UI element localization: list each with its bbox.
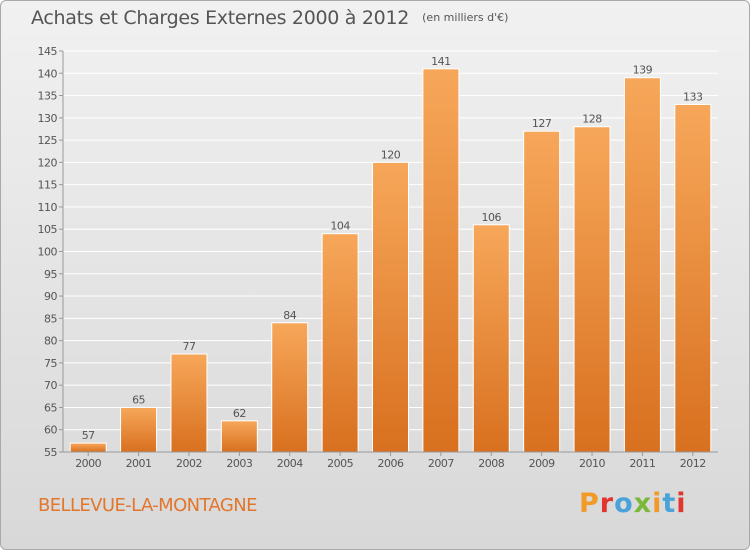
y-tick-label: 75 xyxy=(44,357,57,370)
bar xyxy=(120,406,158,453)
bar xyxy=(69,442,107,453)
x-tick-label: 2007 xyxy=(428,457,454,470)
x-tick-label: 2005 xyxy=(327,457,353,470)
bar xyxy=(523,130,561,453)
title-row: Achats et Charges Externes 2000 à 2012 (… xyxy=(31,7,508,29)
bar xyxy=(472,224,510,453)
x-tick-label: 2000 xyxy=(75,457,101,470)
logo-letter: P xyxy=(579,488,600,519)
x-tick-label: 2012 xyxy=(680,457,706,470)
bar xyxy=(674,103,712,453)
bar-value-label: 65 xyxy=(132,393,145,406)
logo-letter: x xyxy=(633,488,653,519)
y-tick-label: 85 xyxy=(44,312,57,325)
y-tick-label: 140 xyxy=(38,67,58,80)
bar xyxy=(271,322,309,453)
commune-name: BELLEVUE-LA-MONTAGNE xyxy=(38,495,258,516)
x-tick-label: 2004 xyxy=(277,457,303,470)
x-tick-label: 2010 xyxy=(579,457,605,470)
chart-title: Achats et Charges Externes 2000 à 2012 xyxy=(31,7,410,29)
proxiti-logo[interactable]: Proxiti xyxy=(579,488,687,519)
chart-unit: (en milliers d'€) xyxy=(422,11,509,24)
y-tick-label: 60 xyxy=(44,424,57,437)
y-tick-label: 110 xyxy=(38,201,58,214)
bar-value-label: 127 xyxy=(532,117,552,130)
bar-value-label: 141 xyxy=(431,55,451,68)
bars-layer xyxy=(69,68,712,453)
x-tick-label: 2001 xyxy=(126,457,152,470)
bar xyxy=(220,420,258,453)
bar xyxy=(170,353,208,453)
bar-value-label: 139 xyxy=(633,64,653,77)
y-tick-label: 120 xyxy=(38,156,58,169)
bar xyxy=(321,233,359,453)
y-tick-label: 100 xyxy=(38,246,58,259)
x-tick-label: 2011 xyxy=(629,457,655,470)
y-tick-label: 80 xyxy=(44,335,57,348)
logo-letter: i xyxy=(676,488,687,519)
bar-value-label: 133 xyxy=(683,90,703,103)
bar-value-label: 57 xyxy=(82,429,95,442)
logo-letter: i xyxy=(652,488,663,519)
y-tick-label: 115 xyxy=(38,179,58,192)
y-tick-label: 90 xyxy=(44,290,57,303)
logo-letter: r xyxy=(599,488,615,519)
bar-value-label: 104 xyxy=(330,220,350,233)
bar xyxy=(573,126,611,453)
x-tick-label: 2002 xyxy=(176,457,202,470)
bar xyxy=(623,77,661,453)
y-tick-label: 130 xyxy=(38,112,58,125)
bar xyxy=(372,161,409,453)
axis-layer: 55 60 65 70 75 80 85 90 95 100 105 110 115 120 125 130 1… xyxy=(38,45,718,459)
x-tick-label: 2008 xyxy=(478,457,504,470)
logo-letter: o xyxy=(614,488,634,519)
y-tick-label: 70 xyxy=(44,379,57,392)
bar-value-label: 84 xyxy=(283,309,296,322)
bar-value-label: 62 xyxy=(233,407,246,420)
bar xyxy=(422,68,460,453)
y-tick-label: 95 xyxy=(44,268,57,281)
bar-value-label: 128 xyxy=(582,113,602,126)
y-tick-label: 105 xyxy=(38,223,58,236)
bar-value-label: 77 xyxy=(182,340,195,353)
y-tick-label: 125 xyxy=(38,134,58,147)
x-tick-label: 2003 xyxy=(226,457,252,470)
x-tick-label: 2006 xyxy=(378,457,404,470)
bar-value-label: 120 xyxy=(381,148,401,161)
labels-layer: 57 2000 65 2001 77 2002 62 2003 84 2004 104 2005 120… xyxy=(75,55,706,470)
y-tick-label: 135 xyxy=(38,90,58,103)
y-tick-label: 65 xyxy=(44,401,57,414)
y-tick-label: 145 xyxy=(38,45,58,58)
x-tick-label: 2009 xyxy=(529,457,555,470)
logo-letter: t xyxy=(662,488,677,519)
bar-value-label: 106 xyxy=(482,211,502,224)
y-tick-label: 55 xyxy=(44,446,57,459)
